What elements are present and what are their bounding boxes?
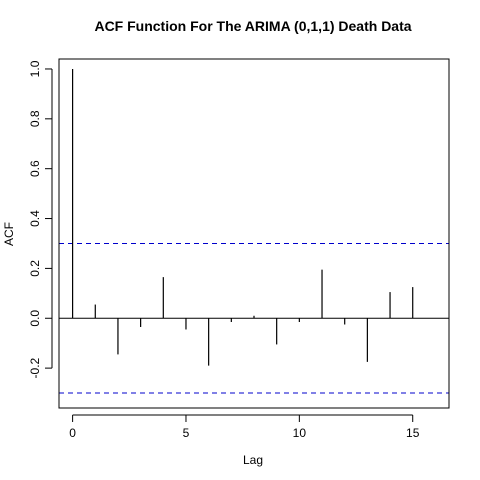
x-tick-label: 5	[183, 426, 190, 440]
x-tick-label: 0	[69, 426, 76, 440]
confidence-bounds	[59, 242, 449, 394]
x-tick-label: 15	[406, 426, 420, 440]
y-tick-label: 0.6	[28, 160, 42, 177]
y-tick-label: 0.2	[28, 260, 42, 277]
chart-title: ACF Function For The ARIMA (0,1,1) Death…	[94, 18, 411, 34]
x-axis-label: Lag	[243, 453, 263, 467]
plot-frame	[58, 58, 450, 409]
axes: 0 5 10 15 -0.2 0.0 0.2 0.4 0.6 0.8 1.0	[28, 60, 449, 440]
y-tick-label: 0.4	[28, 210, 42, 227]
x-tick-label: 10	[293, 426, 307, 440]
y-axis-label: ACF	[2, 222, 16, 246]
y-tick-label: 0.0	[28, 310, 42, 327]
y-tick-label: -0.2	[28, 357, 42, 378]
y-tick-label: 0.8	[28, 110, 42, 127]
y-tick-label: 1.0	[28, 60, 42, 77]
acf-bars	[72, 68, 414, 366]
